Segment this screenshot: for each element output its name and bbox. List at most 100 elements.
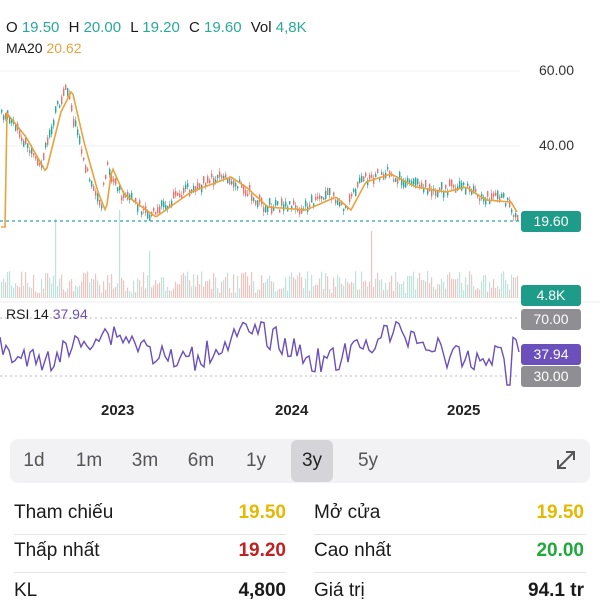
volume-bar [453,279,455,298]
volume-bar [49,277,51,298]
volume-bar [231,292,233,298]
volume-bar [91,278,93,298]
volume-bar [433,286,435,298]
volume-bar [141,286,143,298]
volume-bar [53,275,55,298]
volume-bar [445,288,447,298]
volume-bar [23,285,25,298]
volume-bar [135,292,137,298]
volume-bar [199,283,201,298]
volume-bar [75,285,77,298]
range-6m-button[interactable]: 6m [187,450,215,471]
volume-bar [37,292,39,298]
volume-bar [71,279,73,298]
volume-bar [465,277,467,298]
volume-bar [189,280,191,298]
kl-value: 4,800 [238,580,286,601]
range-1y-button[interactable]: 1y [245,450,267,471]
expand-arrows-icon[interactable] [553,446,579,474]
range-3y-button[interactable]: 3y [291,440,333,482]
volume-bar [205,281,207,298]
volume-bar [431,277,433,298]
volume-bar [103,281,105,298]
volume-bar [181,274,183,298]
range-1m-button[interactable]: 1m [75,450,103,471]
range-3m-button[interactable]: 3m [131,450,159,471]
volume-bar [95,273,97,298]
volume-bar [7,271,9,298]
rsi-readout: RSI 14 37.94 [6,306,88,322]
volume-bar [467,284,469,298]
volume-bar [317,284,319,298]
volume-bar [197,274,199,298]
low-value: 19.20 [142,19,180,36]
x-tick-2025: 2025 [447,402,481,419]
volume-bar [455,279,457,298]
rsi-label: RSI 14 [6,306,49,322]
value-label: Giá trị [314,580,365,601]
volume-bar [273,282,275,298]
volume-bar [111,273,113,298]
volume-bar [473,286,475,298]
volume-bar [131,292,133,298]
range-5y-button[interactable]: 5y [357,450,379,471]
ref-label: Tham chiếu [14,502,114,523]
volume-bar [401,283,403,298]
volume-bar [129,290,131,298]
volume-bar [1,281,3,298]
volume-bar [241,273,243,298]
volume-bar [345,278,347,298]
volume-bar [353,283,355,298]
volume-bar [359,289,361,298]
volume-bar [497,285,499,298]
volume-bar [435,289,437,298]
volume-bar [31,287,33,298]
volume-bar [265,281,267,298]
ma-value: 20.62 [46,40,82,56]
price-tick-40: 40.00 [538,137,574,153]
volume-bar [105,289,107,298]
volume-bar [311,274,313,298]
volume-bar [285,277,287,298]
close-value: 19.60 [204,19,242,36]
rsi-readout-value: 37.94 [52,306,88,322]
volume-bar [281,288,283,298]
ma-readout: MA20 20.62 [6,40,82,56]
volume-bar [413,271,415,298]
open-key: O [6,19,18,36]
price-chart[interactable] [0,0,600,430]
volume-bar [61,274,63,298]
candlesticks [1,83,519,222]
volume-bar [119,210,121,298]
volume-bar [347,281,349,298]
volume-bar [393,290,395,298]
volume-bar [263,282,265,298]
volume-key: Vol [250,19,272,36]
volume-bar [87,271,89,298]
volume-bar [69,281,71,298]
volume-bar [139,280,141,298]
volume-bar [187,271,189,298]
volume-bar [209,279,211,298]
range-1d-button[interactable]: 1d [23,450,45,471]
volume-bar [109,282,111,298]
volume-bar [183,272,185,298]
volume-bar [511,274,513,298]
volume-bar [457,278,459,298]
volume-bar [67,288,69,298]
volume-bar [357,289,359,298]
volume-bar [405,292,407,298]
volume-bar [113,288,115,298]
volume-bar [19,287,21,298]
volume-bar [45,273,47,298]
volume-bar [293,277,295,298]
volume-bar [369,281,371,298]
volume-bar [287,290,289,298]
volume-bar [63,289,65,298]
volume-bar [59,278,61,298]
volume-bar [55,218,57,298]
volume-bar [245,272,247,298]
volume-bar [233,274,235,298]
rsi-30-badge: 30.00 [521,366,581,387]
volume-bar [237,276,239,298]
